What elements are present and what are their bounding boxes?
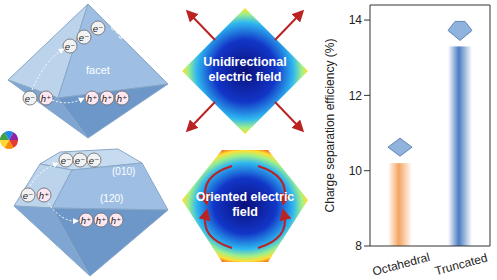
svg-text:h⁺: h⁺	[81, 215, 91, 226]
svg-text:e⁻: e⁻	[25, 93, 35, 104]
svg-text:Octahedral: Octahedral	[371, 250, 431, 279]
svg-text:10: 10	[349, 164, 363, 178]
svg-text:(010): (010)	[112, 166, 135, 177]
html-text:Unidirectional electric field: Unidirectional electric field	[203, 55, 287, 84]
svg-text:e⁻: e⁻	[65, 41, 75, 52]
svg-text:Charge separation efficiency (: Charge separation efficiency (%)	[323, 39, 337, 213]
svg-text:h⁺: h⁺	[111, 215, 121, 226]
svg-text:e⁻: e⁻	[79, 32, 89, 43]
svg-text:h⁺: h⁺	[96, 215, 106, 226]
svg-text:h⁺: h⁺	[102, 93, 112, 104]
svg-text:Truncated: Truncated	[433, 251, 488, 278]
svg-text:facet: facet	[86, 64, 110, 76]
svg-text:edge: edge	[109, 21, 134, 44]
svg-text:h⁺: h⁺	[117, 93, 127, 104]
svg-text:e⁻: e⁻	[93, 23, 103, 34]
svg-text:e⁻: e⁻	[23, 190, 33, 201]
svg-text:h⁺: h⁺	[41, 93, 51, 104]
svg-text:12: 12	[349, 89, 363, 103]
svg-text:14: 14	[349, 13, 363, 27]
html-text:Oriented electric field: Oriented electric field	[195, 190, 295, 219]
svg-text:e⁻: e⁻	[75, 155, 85, 166]
svg-text:8: 8	[355, 239, 362, 253]
svg-text:h⁺: h⁺	[39, 190, 49, 201]
svg-text:e⁻: e⁻	[61, 155, 71, 166]
svg-text:h⁺: h⁺	[87, 93, 97, 104]
svg-text:(120): (120)	[100, 193, 123, 204]
svg-text:e⁻: e⁻	[89, 155, 99, 166]
